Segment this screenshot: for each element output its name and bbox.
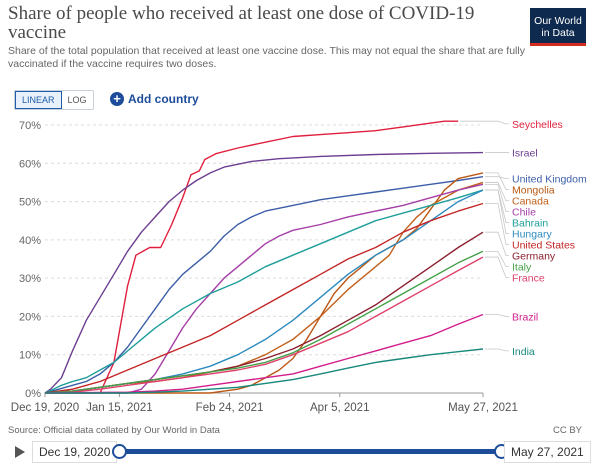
leader-chile bbox=[485, 183, 509, 212]
leader-italy bbox=[485, 250, 509, 267]
series-label-germany: Germany bbox=[512, 251, 556, 263]
leader-united-kingdom bbox=[485, 176, 509, 179]
y-tick-label: 50% bbox=[19, 197, 41, 209]
y-tick-label: 70% bbox=[19, 120, 41, 132]
leader-united-states bbox=[485, 203, 509, 245]
series-line-united-kingdom bbox=[44, 176, 484, 394]
scale-toggle: LINEAR LOG bbox=[14, 90, 94, 110]
leader-france bbox=[485, 256, 509, 278]
y-tick-label: 60% bbox=[19, 158, 41, 170]
leader-seychelles bbox=[460, 120, 509, 125]
series-label-united-kingdom: United Kingdom bbox=[512, 174, 587, 186]
series-line-chile bbox=[45, 183, 484, 394]
series-line-italy bbox=[44, 250, 484, 394]
play-icon[interactable] bbox=[15, 446, 25, 458]
y-tick-label: 30% bbox=[19, 273, 41, 285]
series-label-france: France bbox=[512, 273, 545, 285]
owid-logo[interactable]: Our World in Data bbox=[530, 8, 586, 46]
leader-brazil bbox=[485, 314, 509, 317]
plus-icon: + bbox=[110, 92, 124, 106]
line-chart[interactable]: 0% 10% 20% 30% 40% 50% 60% 70% Dec 19, 2020 Jan … bbox=[0, 0, 600, 420]
timeline-start-date[interactable]: Dec 19, 2020 bbox=[32, 441, 118, 463]
x-tick-label: Apr 5, 2021 bbox=[310, 402, 369, 414]
linear-scale-button[interactable]: LINEAR bbox=[15, 91, 62, 109]
timeline-end-date[interactable]: May 27, 2021 bbox=[504, 441, 591, 463]
series-label-chile: Chile bbox=[512, 207, 536, 219]
series-labels: Seychelles Israel United KingdomMongoliaCa… bbox=[512, 119, 587, 358]
series-label-italy: Italy bbox=[512, 262, 532, 274]
source-note[interactable]: Source: Official data collated by Our Wo… bbox=[8, 425, 220, 436]
series-line-france bbox=[44, 256, 484, 394]
series-label-mongolia: Mongolia bbox=[512, 185, 555, 197]
leader-germany bbox=[485, 231, 509, 256]
license-link[interactable]: CC BY bbox=[552, 425, 582, 436]
leader-bahrain bbox=[485, 189, 509, 223]
series-line-brazil bbox=[44, 313, 484, 394]
grid-lines bbox=[45, 124, 483, 394]
leader-canada bbox=[485, 182, 509, 201]
series-line-seychelles bbox=[45, 120, 459, 394]
series-line-united-states bbox=[44, 202, 484, 394]
series-label-canada: Canada bbox=[512, 196, 549, 208]
series-line-bahrain bbox=[44, 189, 484, 394]
series-label-brazil: Brazil bbox=[512, 311, 538, 323]
leader-india bbox=[485, 348, 509, 352]
series-line-india bbox=[45, 348, 484, 394]
log-scale-button[interactable]: LOG bbox=[67, 95, 87, 105]
series-label-india: India bbox=[512, 346, 535, 358]
y-tick-label: 40% bbox=[19, 235, 41, 247]
y-tick-label: 0% bbox=[25, 388, 41, 400]
y-axis-ticks: 0% 10% 20% 30% 40% 50% 60% 70% bbox=[19, 120, 41, 400]
series-label-united-states: United States bbox=[512, 240, 575, 252]
add-country-button[interactable]: + Add country bbox=[110, 89, 199, 109]
x-tick-label: Feb 24, 2021 bbox=[196, 402, 264, 414]
leader-mongolia bbox=[485, 172, 509, 190]
add-country-label: Add country bbox=[128, 92, 199, 106]
series-line-canada bbox=[44, 181, 484, 394]
series-label-israel: Israel bbox=[512, 148, 538, 160]
timeline: Dec 19, 2020 May 27, 2021 bbox=[0, 440, 600, 464]
x-tick-label: May 27, 2021 bbox=[448, 402, 518, 414]
series-lines bbox=[44, 120, 484, 394]
logo-line-2: in Data bbox=[541, 27, 575, 39]
x-tick-label: Jan 15, 2021 bbox=[86, 402, 153, 414]
series-label-seychelles: Seychelles bbox=[512, 119, 563, 131]
logo-accent-bar bbox=[530, 43, 586, 46]
timeline-start-handle[interactable] bbox=[112, 444, 127, 459]
logo-line-1: Our World bbox=[534, 15, 582, 27]
series-label-hungary: Hungary bbox=[512, 229, 552, 241]
series-line-israel bbox=[44, 151, 484, 394]
chart-subtitle: Share of the total population that recei… bbox=[8, 45, 525, 70]
timeline-slider-track[interactable] bbox=[118, 449, 500, 454]
y-tick-label: 20% bbox=[19, 311, 41, 323]
chart-title: Share of people who received at least on… bbox=[8, 3, 475, 43]
x-tick-label: Dec 19, 2020 bbox=[11, 402, 79, 414]
label-leaders bbox=[460, 120, 509, 352]
leader-hungary bbox=[485, 189, 509, 234]
y-tick-label: 10% bbox=[19, 350, 41, 362]
series-line-mongolia bbox=[45, 172, 484, 394]
series-label-bahrain: Bahrain bbox=[512, 218, 548, 230]
x-axis-ticks: Dec 19, 2020 Jan 15, 2021 Feb 24, 2021 Apr … bbox=[11, 393, 518, 414]
